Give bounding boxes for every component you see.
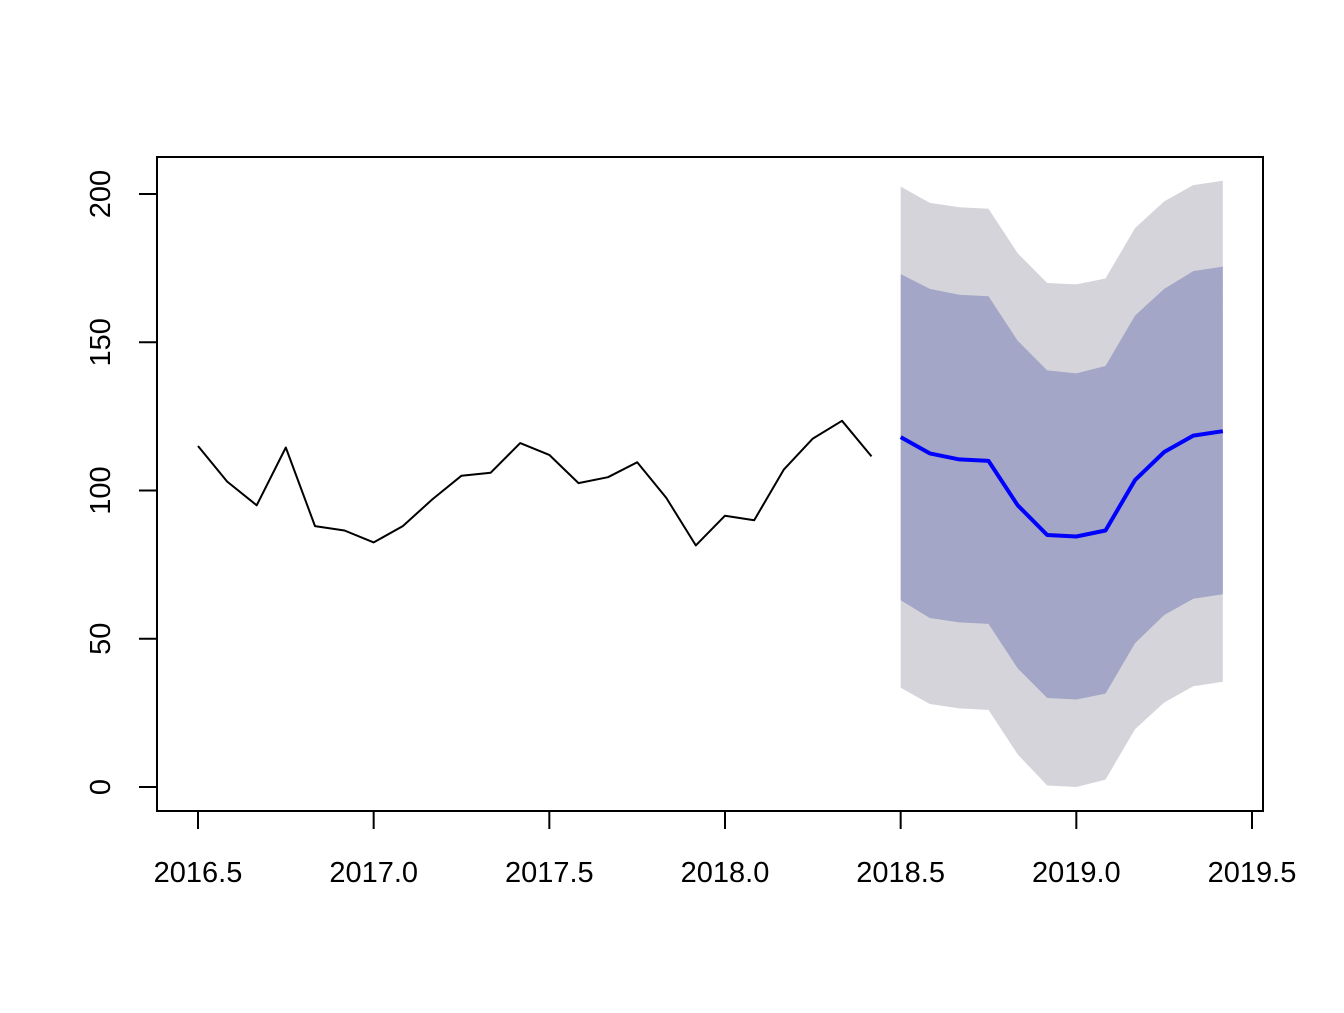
- y-axis: 0 50 100 150 200: [85, 170, 158, 795]
- y-tick-label: 100: [85, 466, 117, 514]
- ci-80-band-layer: [900, 266, 1223, 700]
- x-axis: 2016.5 2017.0 2017.5 2018.0 2018.5 2019.0 2019…: [154, 810, 1297, 889]
- observed-series-layer: [197, 419, 873, 547]
- y-tick-label: 0: [85, 779, 117, 795]
- x-tick-label: 2017.0: [329, 857, 418, 889]
- x-tick-label: 2019.0: [1032, 857, 1121, 889]
- forecast-mean-line: [899, 429, 1224, 539]
- x-tick-label: 2017.5: [505, 857, 594, 889]
- forecast-series-layer: [899, 429, 1224, 539]
- y-tick-label: 150: [85, 318, 117, 366]
- x-tick-label: 2018.5: [856, 857, 945, 889]
- y-tick-label: 50: [85, 623, 117, 655]
- ci-80-band: [900, 266, 1223, 700]
- x-tick-label: 2018.0: [681, 857, 770, 889]
- y-tick-label: 200: [85, 170, 117, 218]
- x-tick-label: 2019.5: [1208, 857, 1297, 889]
- observed-line: [197, 419, 873, 547]
- x-tick-label: 2016.5: [154, 857, 243, 889]
